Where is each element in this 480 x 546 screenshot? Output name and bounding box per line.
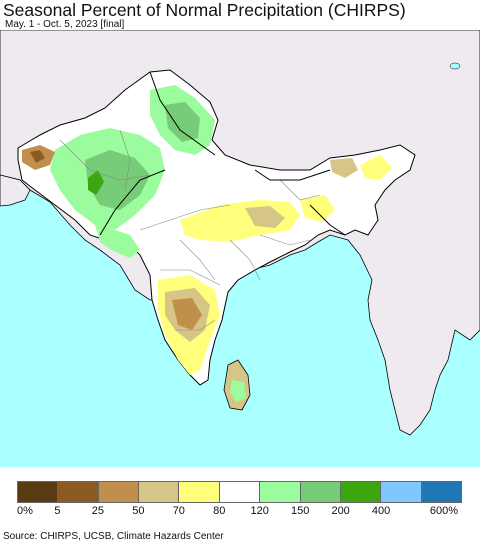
source-credit: Source: CHIRPS, UCSB, Climate Hazards Ce… xyxy=(3,531,224,542)
legend-swatch-0 xyxy=(18,482,59,502)
legend-tick-label: 400 xyxy=(371,505,391,517)
map-subtitle: May. 1 - Oct. 5, 2023 [final] xyxy=(5,19,125,30)
legend-tick-label: 0% xyxy=(17,505,33,517)
map-title: Seasonal Percent of Normal Precipitation… xyxy=(3,0,406,20)
north-darkgreen-region xyxy=(165,102,200,142)
peninsula-brown xyxy=(172,298,202,330)
legend-tick-label: 25 xyxy=(91,505,105,517)
legend-swatch-10 xyxy=(421,482,461,502)
precipitation-map xyxy=(0,30,480,467)
legend-tick-label: 80 xyxy=(213,505,226,517)
sri-lanka-green xyxy=(230,380,246,402)
legend-tick-label: 50 xyxy=(132,505,145,517)
legend-swatch-9 xyxy=(381,482,422,502)
arabia-land xyxy=(0,174,31,207)
northeast-tan xyxy=(330,158,358,178)
legend-tick-label: 120 xyxy=(250,505,269,517)
legend-tick-label: 70 xyxy=(172,505,185,517)
northeast-yellow xyxy=(360,155,392,180)
legend-swatch-6 xyxy=(260,482,301,502)
country-borders xyxy=(99,71,346,236)
legend-swatch-7 xyxy=(300,482,341,502)
central-india-tan xyxy=(245,206,285,228)
legend-swatches xyxy=(17,481,462,503)
nw-strong-green xyxy=(88,170,104,195)
legend-tick-label: 5 xyxy=(54,505,61,517)
baluchistan-very-dry xyxy=(30,150,45,163)
legend-swatch-1 xyxy=(58,482,99,502)
legend-tick-label: 200 xyxy=(331,505,350,517)
legend-swatch-4 xyxy=(179,482,220,502)
east-india-yellow xyxy=(300,195,335,222)
legend-tick-label: 150 xyxy=(290,505,310,517)
gujarat-green xyxy=(95,225,140,258)
admin-borders xyxy=(59,129,321,331)
legend-tick-label: 600% xyxy=(429,505,459,517)
legend-swatch-3 xyxy=(139,482,180,502)
nw-darkgreen-region xyxy=(85,150,150,210)
legend-swatch-8 xyxy=(340,482,382,502)
legend-swatch-5 xyxy=(219,482,261,502)
map-legend xyxy=(17,481,462,503)
legend-swatch-2 xyxy=(98,482,140,502)
tibet-lake xyxy=(449,62,461,70)
